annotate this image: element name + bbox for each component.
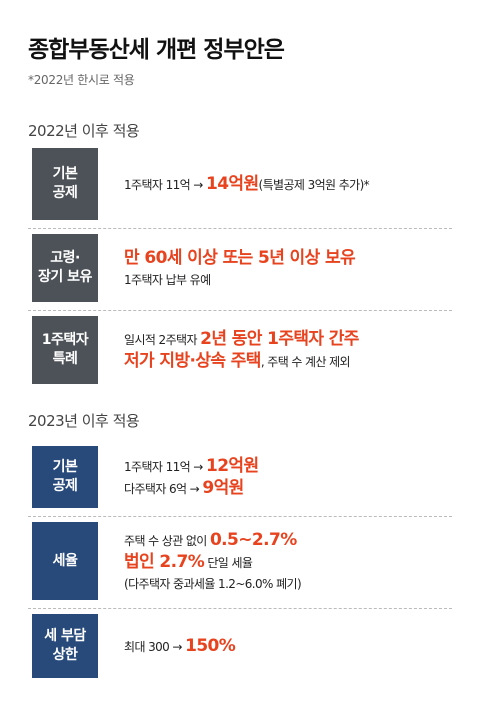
row-content: 주택 수 상관 없이 0.5~2.7% 법인 2.7% 단일 세율 (다주택자 … [124, 516, 452, 608]
label-line: 기본 [52, 166, 78, 182]
label-line: 상한 [52, 647, 78, 663]
row-content: 일시적 2주택자 2년 동안 1주택자 간주 저가 지방·상속 주택, 주택 수… [124, 310, 452, 392]
content-line: (다주택자 중과세율 1.2~6.0% 폐기) [124, 576, 302, 591]
content-text: 1주택자 11억 → [124, 178, 206, 192]
content-line: 일시적 2주택자 2년 동안 1주택자 간주 [124, 329, 452, 351]
highlight-value: 법인 2.7% [124, 551, 205, 572]
label-line: 세율 [52, 552, 78, 569]
row-content: 최대 300 → 150% [124, 608, 452, 686]
page-title: 종합부동산세 개편 정부안은 [28, 37, 285, 63]
content-text: 일시적 2주택자 [124, 333, 201, 347]
content-text: (특별공제 3억원 추가)* [258, 178, 370, 192]
content-line: 저가 지방·상속 주택, 주택 수 계산 제외 [124, 351, 452, 373]
label-line: 고령· [50, 250, 80, 266]
label-line: 특례 [52, 351, 78, 367]
label-box: 고령· 장기 보유 [32, 234, 98, 302]
content-line: 만 60세 이상 또는 5년 이상 보유 [124, 248, 452, 270]
label-line: 기본 [52, 459, 78, 475]
content-line: 1주택자 납부 유예 [124, 272, 211, 287]
content-line: 법인 2.7% 단일 세율 [124, 552, 452, 574]
label-line: 장기 보유 [38, 269, 92, 285]
label-line: 1주택자 [41, 332, 89, 348]
content-line: 주택 수 상관 없이 0.5~2.7% [124, 530, 452, 552]
content-line: 1주택자 11억 → 14억원(특별공제 3억원 추가)* [124, 174, 452, 196]
section-heading-2022: 2022년 이후 적용 [28, 122, 140, 140]
row-content: 만 60세 이상 또는 5년 이상 보유 1주택자 납부 유예 [124, 228, 452, 310]
content-text: 주택 수 상관 없이 [124, 533, 210, 548]
highlight-value: 저가 지방·상속 주택 [124, 351, 261, 371]
content-line: 1주택자 11억 → 12억원 [124, 456, 452, 478]
content-line: 최대 300 → 150% [124, 636, 452, 658]
page-subtitle: *2022년 한시로 적용 [28, 73, 135, 87]
content-text: 단일 세율 [204, 555, 253, 570]
content-text: 최대 300 → [124, 640, 186, 654]
highlight-value: 12억원 [205, 456, 259, 476]
highlight-value: 0.5~2.7% [209, 529, 297, 550]
highlight-value: 14억원 [205, 174, 259, 194]
section-heading-2023: 2023년 이후 적용 [28, 412, 140, 430]
content-text: 1주택자 11억 → [124, 460, 206, 474]
row-content: 1주택자 11억 → 12억원 다주택자 6억 → 9억원 [124, 440, 452, 516]
label-line: 세 부담 [44, 628, 86, 644]
row-content: 1주택자 11억 → 14억원(특별공제 3억원 추가)* [124, 142, 452, 228]
highlight-value: 2년 동안 1주택자 간주 [200, 329, 359, 349]
content-text: , 주택 수 계산 제외 [260, 355, 351, 369]
content-line: 다주택자 6억 → 9억원 [124, 478, 452, 500]
content-text: 다주택자 6억 → [124, 482, 203, 496]
row-elderly-longterm-2022: 고령· 장기 보유 만 60세 이상 또는 5년 이상 보유 1주택자 납부 유예 [28, 228, 452, 311]
label-line: 공제 [52, 478, 78, 494]
row-tax-rate-2023: 세율 주택 수 상관 없이 0.5~2.7% 법인 2.7% 단일 세율 (다주… [28, 516, 452, 609]
highlight-value: 150% [185, 636, 236, 656]
highlight-value: 9억원 [202, 478, 244, 498]
highlight-value: 만 60세 이상 또는 5년 이상 보유 [124, 247, 356, 268]
label-box: 세율 [32, 522, 98, 600]
label-line: 공제 [52, 185, 78, 201]
